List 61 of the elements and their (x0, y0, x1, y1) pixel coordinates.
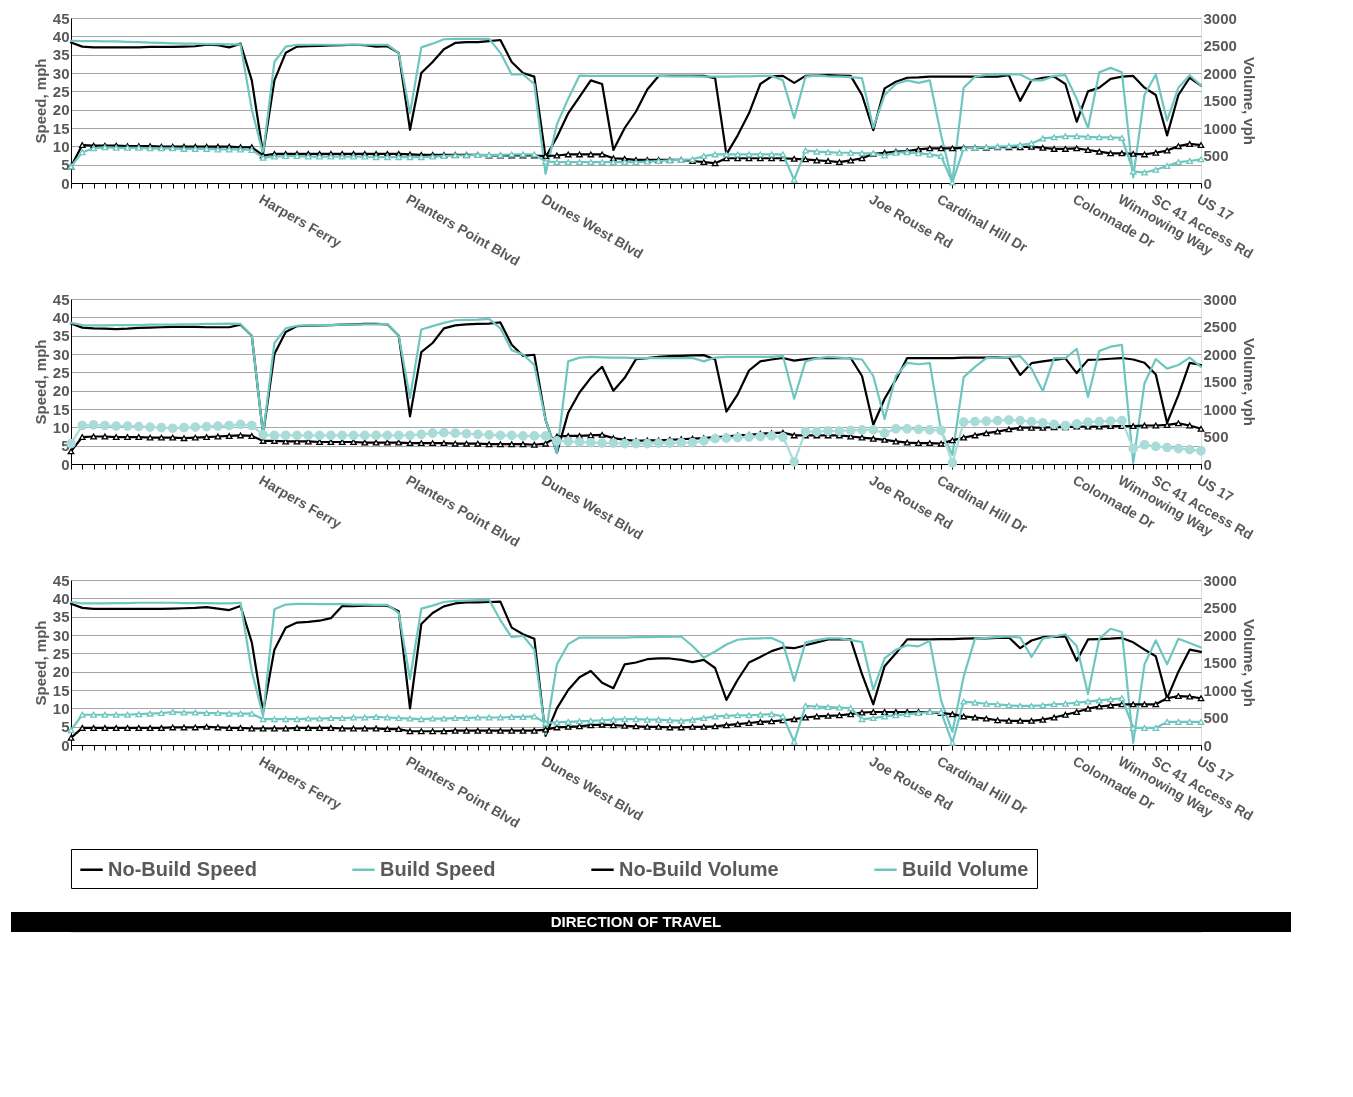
y-tick-label: 0 (61, 174, 70, 192)
y2-axis-title: Volume, vph (1240, 337, 1258, 427)
y-tick-label: 40 (52, 589, 70, 607)
y-axis-title: Speed, mph (31, 620, 49, 706)
legend-label: Build Volume (902, 857, 1029, 880)
y-tick-label: 10 (52, 418, 70, 436)
y-tick-label: 45 (52, 290, 70, 308)
y-tick-label: 40 (52, 27, 70, 45)
y-tick-label: 45 (52, 571, 70, 589)
y-tick-label: 25 (52, 82, 70, 100)
y-tick-label: 5 (61, 156, 70, 174)
y2-tick-label: 0 (1203, 736, 1212, 754)
y-tick-label: 40 (52, 308, 70, 326)
y-tick-label: 15 (52, 119, 70, 137)
y-tick-label: 10 (52, 137, 70, 155)
y-tick-label: 5 (61, 718, 70, 736)
y-axis-title: Speed, mph (31, 339, 49, 425)
y-tick-label: 15 (52, 681, 70, 699)
y2-tick-label: 500 (1203, 147, 1229, 164)
y2-tick-label: 0 (1203, 455, 1212, 473)
y2-tick-label: 500 (1203, 428, 1229, 445)
y2-tick-label: 2500 (1203, 318, 1237, 335)
y-tick-label: 25 (52, 363, 70, 381)
y-tick-label: 35 (52, 327, 70, 345)
y2-tick-label: 1500 (1203, 92, 1237, 109)
y2-tick-label: 1500 (1203, 654, 1237, 671)
y-tick-label: 0 (61, 455, 70, 473)
y2-tick-label: 3000 (1203, 9, 1237, 27)
y-tick-label: 35 (52, 608, 70, 626)
y-tick-label: 10 (52, 699, 70, 717)
y2-tick-label: 500 (1203, 709, 1229, 726)
y2-tick-label: 1000 (1203, 119, 1237, 137)
y-tick-label: 30 (52, 345, 70, 363)
y2-tick-label: 2000 (1203, 64, 1237, 82)
text: DIRECTION OF TRAVEL (550, 913, 722, 930)
y2-axis-title: Volume, vph (1240, 56, 1258, 146)
y-tick-label: 35 (52, 46, 70, 64)
y2-tick-label: 0 (1203, 174, 1212, 192)
y2-axis-title: Volume, vph (1240, 618, 1258, 708)
y2-tick-label: 1500 (1203, 373, 1237, 390)
y-tick-label: 30 (52, 626, 70, 644)
y-tick-label: 15 (52, 400, 70, 418)
y2-tick-label: 2000 (1203, 345, 1237, 363)
y-tick-label: 0 (61, 736, 70, 754)
y2-tick-label: 1000 (1203, 681, 1237, 699)
y2-tick-label: 2000 (1203, 626, 1237, 644)
y-tick-label: 45 (52, 9, 70, 27)
y-tick-label: 20 (52, 663, 70, 681)
y2-tick-label: 1000 (1203, 400, 1237, 418)
y2-tick-label: 3000 (1203, 290, 1237, 308)
y-axis-title: Speed, mph (31, 58, 49, 144)
y2-tick-label: 3000 (1203, 571, 1237, 589)
y-tick-label: 25 (52, 644, 70, 662)
y-tick-label: 30 (52, 64, 70, 82)
y2-tick-label: 2500 (1203, 37, 1237, 54)
legend-label: No-Build Volume (619, 857, 779, 880)
legend-label: Build Speed (380, 857, 496, 880)
y-tick-label: 20 (52, 101, 70, 119)
legend-label: No-Build Speed (108, 857, 257, 880)
y2-tick-label: 2500 (1203, 599, 1237, 616)
y-tick-label: 20 (52, 382, 70, 400)
